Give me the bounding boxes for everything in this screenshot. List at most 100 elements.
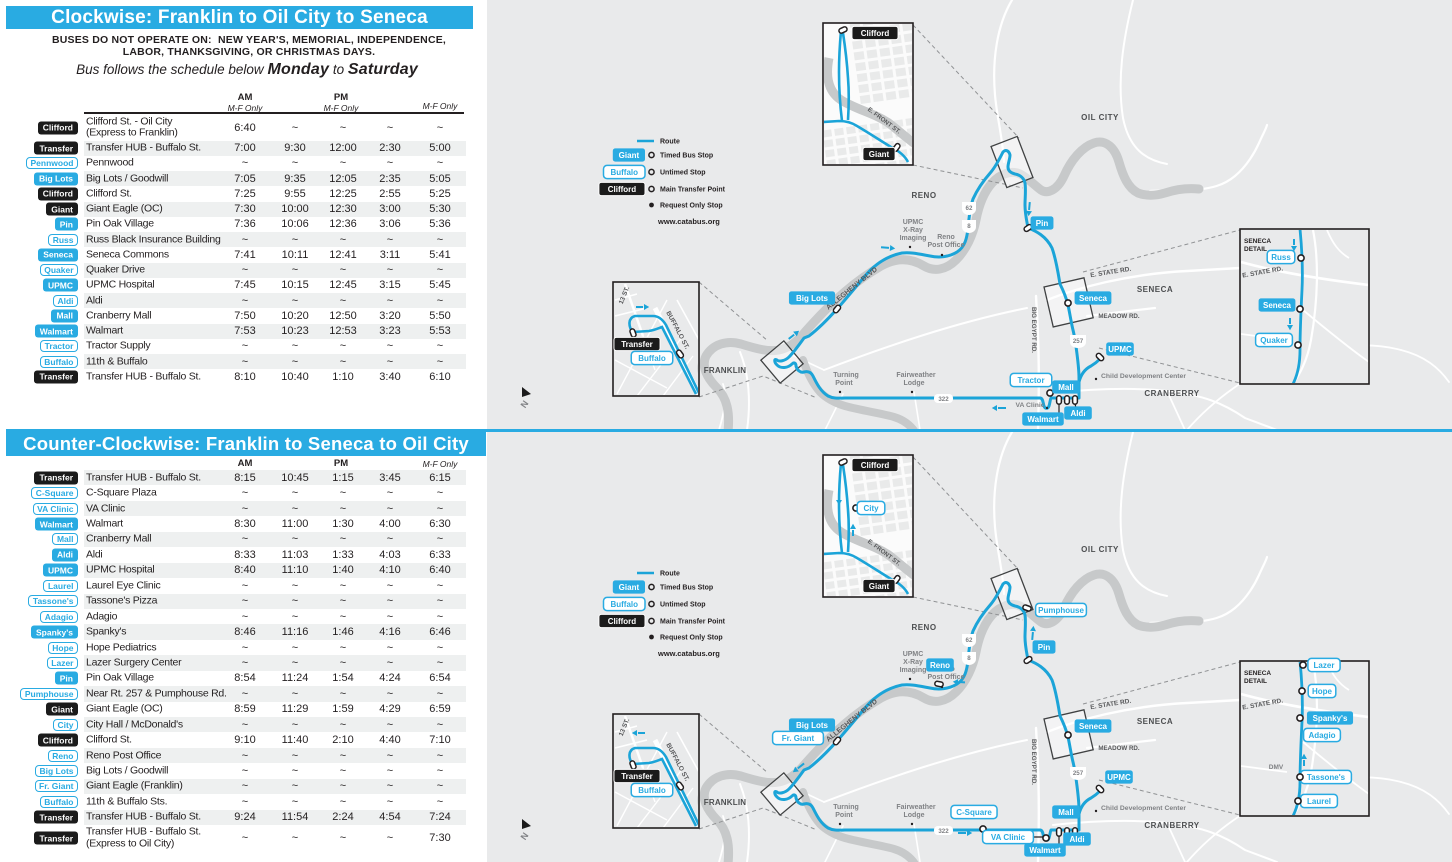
svg-text:FRANKLIN: FRANKLIN [704, 366, 747, 375]
svg-text:62: 62 [966, 637, 973, 644]
svg-text:Main Transfer Point: Main Transfer Point [660, 187, 726, 194]
svg-text:X-Ray: X-Ray [903, 659, 923, 666]
svg-text:Giant: Giant [869, 582, 890, 591]
svg-text:Quaker: Quaker [1260, 336, 1288, 345]
svg-text:DETAIL: DETAIL [1244, 246, 1267, 253]
svg-text:Post Office: Post Office [928, 242, 965, 249]
svg-text:SENECA: SENECA [1244, 238, 1271, 245]
svg-text:Aldi: Aldi [1070, 409, 1085, 418]
svg-text:Turning: Turning [833, 804, 859, 811]
svg-text:322: 322 [938, 828, 949, 835]
svg-text:C-Square: C-Square [956, 808, 992, 817]
svg-text:Spanky's: Spanky's [1313, 714, 1348, 723]
svg-text:Seneca: Seneca [1263, 301, 1292, 310]
svg-text:Clifford: Clifford [608, 617, 637, 626]
svg-text:Seneca: Seneca [1079, 722, 1108, 731]
svg-text:Request Only Stop: Request Only Stop [660, 203, 723, 210]
svg-text:CRANBERRY: CRANBERRY [1144, 821, 1199, 830]
svg-text:Imaging: Imaging [900, 235, 927, 242]
svg-text:MEADOW RD.: MEADOW RD. [1098, 313, 1140, 320]
svg-text:Pin: Pin [1036, 219, 1049, 228]
svg-text:8: 8 [967, 223, 971, 230]
svg-text:257: 257 [1073, 338, 1084, 345]
svg-text:CRANBERRY: CRANBERRY [1144, 389, 1199, 398]
svg-text:Tassone's: Tassone's [1307, 773, 1346, 782]
svg-text:Imaging: Imaging [900, 667, 927, 674]
svg-text:Giant: Giant [619, 151, 640, 160]
svg-text:Fairweather: Fairweather [896, 372, 936, 379]
svg-text:Fairweather: Fairweather [896, 804, 936, 811]
svg-text:Point: Point [835, 812, 853, 819]
svg-text:Point: Point [835, 380, 853, 387]
svg-text:www.catabus.org: www.catabus.org [657, 217, 720, 226]
svg-text:www.catabus.org: www.catabus.org [657, 649, 720, 658]
svg-text:Fr. Giant: Fr. Giant [782, 734, 815, 743]
svg-text:N: N [519, 399, 531, 410]
svg-text:Giant: Giant [869, 150, 890, 159]
svg-text:Post Office: Post Office [928, 674, 965, 681]
svg-text:Child Development Center: Child Development Center [1101, 805, 1186, 812]
svg-text:Lodge: Lodge [904, 812, 925, 819]
svg-text:BIG EGYPT RD.: BIG EGYPT RD. [1030, 307, 1037, 353]
svg-text:Clifford: Clifford [861, 29, 890, 38]
svg-text:Lazer: Lazer [1314, 661, 1335, 670]
svg-text:Seneca: Seneca [1079, 294, 1108, 303]
svg-text:Buffalo: Buffalo [638, 354, 666, 363]
svg-text:VA Clinic: VA Clinic [1015, 402, 1044, 409]
svg-text:Giant: Giant [619, 583, 640, 592]
svg-text:Transfer: Transfer [621, 772, 653, 781]
svg-text:FRANKLIN: FRANKLIN [704, 798, 747, 807]
svg-text:Clifford: Clifford [861, 461, 890, 470]
svg-text:Main Transfer Point: Main Transfer Point [660, 619, 726, 626]
svg-text:SENECA: SENECA [1244, 670, 1271, 677]
svg-text:Big Lots: Big Lots [796, 294, 829, 303]
svg-text:RENO: RENO [911, 191, 936, 200]
svg-text:X-Ray: X-Ray [903, 227, 923, 234]
svg-text:N: N [519, 831, 531, 842]
svg-text:Pumphouse: Pumphouse [1038, 606, 1084, 615]
svg-text:257: 257 [1073, 770, 1084, 777]
svg-text:Aldi: Aldi [1069, 835, 1084, 844]
svg-text:UPMC: UPMC [903, 651, 924, 658]
svg-text:VA Clinic: VA Clinic [991, 833, 1026, 842]
svg-text:RENO: RENO [911, 623, 936, 632]
svg-text:Russ: Russ [1271, 253, 1291, 262]
svg-text:Turning: Turning [833, 372, 859, 379]
svg-text:UPMC: UPMC [903, 219, 924, 226]
svg-text:UPMC: UPMC [1107, 773, 1131, 782]
svg-text:UPMC: UPMC [1108, 345, 1132, 354]
svg-text:322: 322 [938, 396, 949, 403]
svg-text:Buffalo: Buffalo [610, 600, 638, 609]
svg-text:Hope: Hope [1312, 687, 1333, 696]
svg-text:Laurel: Laurel [1307, 797, 1331, 806]
svg-text:City: City [863, 504, 879, 513]
svg-text:OIL CITY: OIL CITY [1081, 113, 1119, 122]
svg-text:Tractor: Tractor [1017, 376, 1044, 385]
svg-text:Lodge: Lodge [904, 380, 925, 387]
svg-text:Request Only Stop: Request Only Stop [660, 635, 723, 642]
svg-text:Mall: Mall [1058, 383, 1074, 392]
svg-text:8: 8 [967, 655, 971, 662]
svg-text:Untimed Stop: Untimed Stop [660, 602, 706, 609]
svg-text:OIL CITY: OIL CITY [1081, 545, 1119, 554]
svg-text:BIG EGYPT RD.: BIG EGYPT RD. [1030, 739, 1037, 785]
svg-text:Reno: Reno [937, 234, 955, 241]
svg-text:Mall: Mall [1058, 808, 1074, 817]
svg-text:SENECA: SENECA [1137, 717, 1173, 726]
svg-text:Reno: Reno [930, 661, 950, 670]
svg-text:SENECA: SENECA [1137, 285, 1173, 294]
svg-text:Adagio: Adagio [1308, 731, 1335, 740]
svg-text:62: 62 [966, 205, 973, 212]
svg-text:Buffalo: Buffalo [638, 786, 666, 795]
svg-text:Walmart: Walmart [1029, 846, 1061, 855]
svg-text:Transfer: Transfer [621, 340, 653, 349]
svg-text:Timed Bus Stop: Timed Bus Stop [660, 153, 713, 160]
svg-text:Route: Route [660, 571, 680, 578]
svg-text:Timed Bus Stop: Timed Bus Stop [660, 585, 713, 592]
svg-text:Route: Route [660, 139, 680, 146]
svg-text:DMV: DMV [1269, 764, 1284, 771]
svg-text:DETAIL: DETAIL [1244, 678, 1267, 685]
svg-text:Buffalo: Buffalo [610, 168, 638, 177]
svg-text:Pin: Pin [1038, 643, 1051, 652]
svg-text:Clifford: Clifford [608, 185, 637, 194]
